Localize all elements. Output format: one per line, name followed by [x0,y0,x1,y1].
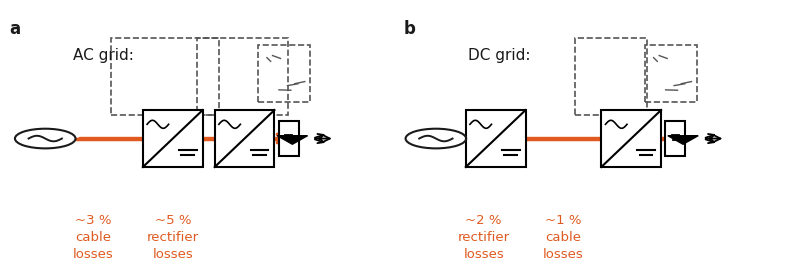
Text: a: a [10,20,21,37]
Bar [111,38,219,115]
Bar [143,110,202,167]
Bar [645,45,697,102]
Text: ~5 %
rectifier
losses: ~5 % rectifier losses [146,214,199,261]
Bar [575,38,647,115]
Bar [214,110,274,167]
Text: b: b [404,20,416,37]
Text: ~3 %
cable
losses: ~3 % cable losses [73,214,114,261]
Text: DC grid:: DC grid: [468,48,530,63]
Bar [466,110,526,167]
Text: ~1 %
cable
losses: ~1 % cable losses [543,214,584,261]
Text: AC grid:: AC grid: [73,48,134,63]
Bar [279,121,298,156]
Bar [602,110,661,167]
Bar [666,121,686,156]
Bar [197,38,288,115]
Bar [258,45,310,102]
Text: ~2 %
rectifier
losses: ~2 % rectifier losses [458,214,510,261]
